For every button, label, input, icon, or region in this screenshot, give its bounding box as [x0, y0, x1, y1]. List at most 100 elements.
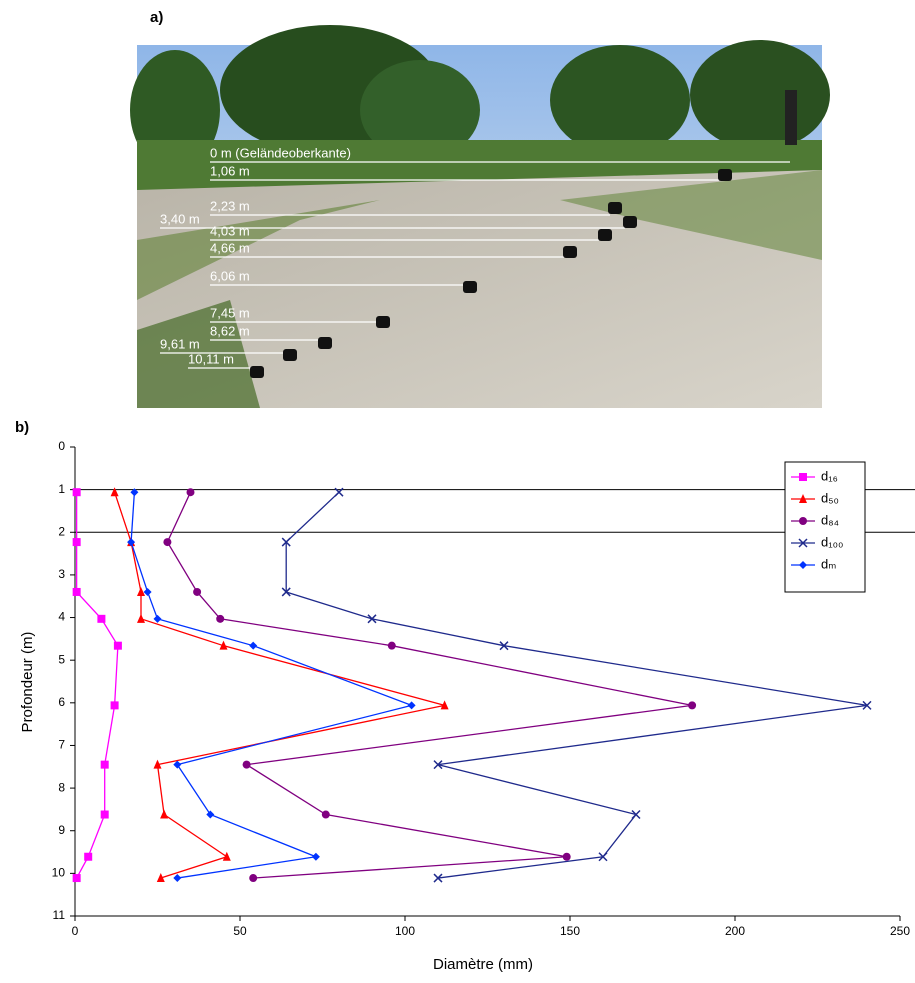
marker: [219, 640, 228, 650]
x-tick-label: 0: [72, 924, 79, 938]
marker: [97, 614, 106, 623]
marker: [137, 586, 145, 596]
y-tick-label: 2: [58, 524, 65, 538]
legend-label: d₅₀: [821, 490, 839, 505]
marker: [72, 874, 81, 883]
marker: [799, 561, 807, 569]
marker: [433, 760, 443, 770]
marker: [249, 641, 258, 650]
legend-label: d₈₄: [821, 512, 839, 527]
depth-label: 3,40 m: [160, 211, 200, 226]
panel-label: b): [15, 419, 29, 436]
marker: [206, 810, 215, 819]
marker: [163, 538, 172, 547]
y-tick-label: 5: [58, 652, 65, 666]
y-axis-title: Profondeur (m): [19, 632, 36, 733]
marker: [113, 641, 122, 650]
x-axis-title: Diamètre (mm): [433, 956, 533, 973]
marker: [598, 852, 608, 862]
marker: [798, 538, 808, 548]
x-tick-label: 250: [890, 924, 910, 938]
y-tick-label: 3: [58, 567, 65, 581]
marker: [160, 809, 169, 819]
marker: [433, 873, 443, 883]
marker: [799, 517, 807, 525]
marker: [631, 809, 641, 820]
marker: [334, 487, 344, 497]
marker: [153, 759, 162, 769]
depth-label: 9,61 m: [160, 336, 200, 351]
panel-label: a): [150, 9, 163, 26]
bucket: [598, 229, 612, 241]
marker: [281, 587, 291, 597]
marker: [173, 874, 182, 883]
x-tick-label: 50: [233, 924, 247, 938]
depth-label: 4,03 m: [210, 223, 250, 238]
photo: 0 m (Geländeoberkante) 1,06 m 2,23 m 3,40 m…: [130, 25, 830, 408]
series-line: [130, 492, 414, 879]
marker: [407, 701, 416, 710]
marker: [153, 614, 162, 623]
y-tick-label: 10: [52, 866, 66, 880]
bucket: [283, 349, 297, 361]
series-line: [285, 491, 868, 879]
legend-label: d₁₆: [821, 468, 838, 483]
bucket: [623, 216, 637, 228]
depth-label: 6,06 m: [210, 268, 250, 283]
y-tick-label: 4: [58, 610, 65, 624]
marker: [562, 852, 571, 861]
bucket: [463, 281, 477, 293]
depth-label: 1,06 m: [210, 163, 250, 178]
marker: [72, 488, 81, 497]
marker: [440, 700, 449, 710]
marker: [387, 641, 396, 650]
marker: [143, 587, 152, 596]
y-tick-label: 7: [58, 738, 65, 752]
depth-label: 7,45 m: [210, 305, 250, 320]
marker: [862, 700, 872, 710]
marker: [137, 613, 145, 623]
marker: [100, 810, 109, 819]
legend-label: dₘ: [821, 556, 836, 571]
x-tick-label: 150: [560, 924, 580, 938]
marker: [110, 701, 119, 710]
marker: [281, 537, 291, 547]
depth-label: 10,11 m: [188, 351, 234, 366]
depth-label: 0 m (Geländeoberkante): [210, 145, 351, 160]
marker: [72, 538, 81, 547]
y-tick-label: 6: [58, 695, 65, 709]
depth-label: 4,66 m: [210, 240, 250, 255]
marker: [193, 587, 202, 596]
marker: [311, 852, 320, 861]
marker: [186, 488, 195, 497]
marker: [84, 852, 93, 861]
bucket: [563, 246, 577, 258]
legend-label: d₁₀₀: [821, 534, 843, 549]
bucket: [718, 169, 732, 181]
marker: [173, 760, 182, 769]
x-tick-label: 200: [725, 924, 745, 938]
marker: [321, 810, 330, 819]
marker: [127, 538, 136, 547]
marker: [72, 587, 81, 596]
series-line: [76, 492, 119, 879]
y-tick-label: 9: [58, 823, 65, 837]
bucket: [250, 366, 264, 378]
marker: [222, 851, 231, 861]
marker: [688, 701, 697, 710]
marker: [499, 641, 509, 651]
marker: [130, 488, 139, 497]
marker: [156, 873, 165, 883]
y-tick-label: 8: [58, 780, 65, 794]
y-tick-label: 0: [58, 439, 65, 453]
marker: [110, 487, 119, 497]
y-tick-label: 1: [58, 482, 65, 496]
series-line: [166, 491, 693, 879]
marker: [100, 760, 109, 769]
bucket: [318, 337, 332, 349]
x-tick-label: 100: [395, 924, 415, 938]
bucket: [608, 202, 622, 214]
depth-label: 2,23 m: [210, 198, 250, 213]
marker: [242, 760, 251, 769]
